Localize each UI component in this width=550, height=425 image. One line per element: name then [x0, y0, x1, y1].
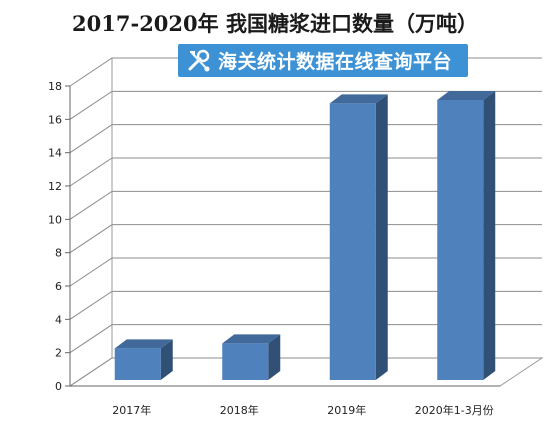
bar-top	[114, 339, 173, 349]
gridline	[69, 157, 542, 187]
x-category-label: 2017年	[112, 403, 151, 417]
gridline	[69, 224, 542, 254]
bar-side	[160, 339, 173, 380]
x-category-label: 2018年	[220, 403, 259, 417]
y-tick-label: 12	[48, 180, 62, 193]
x-category-labels: 2017年 2018年 2019年 2020年1-3月份	[112, 403, 493, 417]
y-tick-label: 8	[55, 247, 62, 260]
gridline	[69, 124, 542, 154]
gridline	[69, 290, 542, 320]
bars	[114, 91, 496, 380]
chart-title: 2017-2020年 我国糖浆进口数量（万吨）	[72, 11, 478, 36]
x-category-label: 2020年1-3月份	[415, 403, 494, 417]
tools-icon	[188, 49, 210, 71]
gridline	[69, 357, 542, 387]
y-tick-labels: 0 2 4 6 8 10 12 14 16 18	[48, 80, 62, 393]
bar-top	[437, 91, 496, 100]
y-tick-label: 0	[55, 380, 62, 393]
bar-side	[483, 91, 496, 380]
gridline	[69, 324, 542, 354]
axes	[65, 85, 500, 387]
y-tick-label: 14	[48, 147, 62, 160]
y-tick-label: 16	[48, 113, 62, 126]
bar-top	[222, 334, 281, 344]
y-tick-label: 2	[55, 347, 62, 360]
watermark-text: 海关统计数据在线查询平台	[218, 51, 453, 73]
y-tick-label: 10	[48, 213, 62, 226]
bar-3	[437, 91, 496, 380]
bar-top	[329, 94, 388, 104]
y-tick-label: 4	[55, 313, 62, 326]
bar-front	[114, 348, 161, 380]
bar-front	[437, 100, 484, 380]
gridline	[69, 190, 542, 220]
gridline	[69, 90, 542, 120]
watermark-banner: 海关统计数据在线查询平台	[178, 44, 468, 77]
y-tick-label: 18	[48, 80, 62, 93]
bar-2	[329, 94, 388, 380]
gridline	[69, 257, 542, 287]
x-category-label: 2019年	[327, 403, 366, 417]
bar-side	[375, 94, 388, 380]
bar-1	[222, 334, 281, 380]
bar-0	[114, 339, 173, 380]
bar-front	[222, 343, 269, 380]
bar-side	[268, 334, 281, 380]
bar-front	[329, 103, 376, 380]
y-tick-label: 6	[55, 280, 62, 293]
